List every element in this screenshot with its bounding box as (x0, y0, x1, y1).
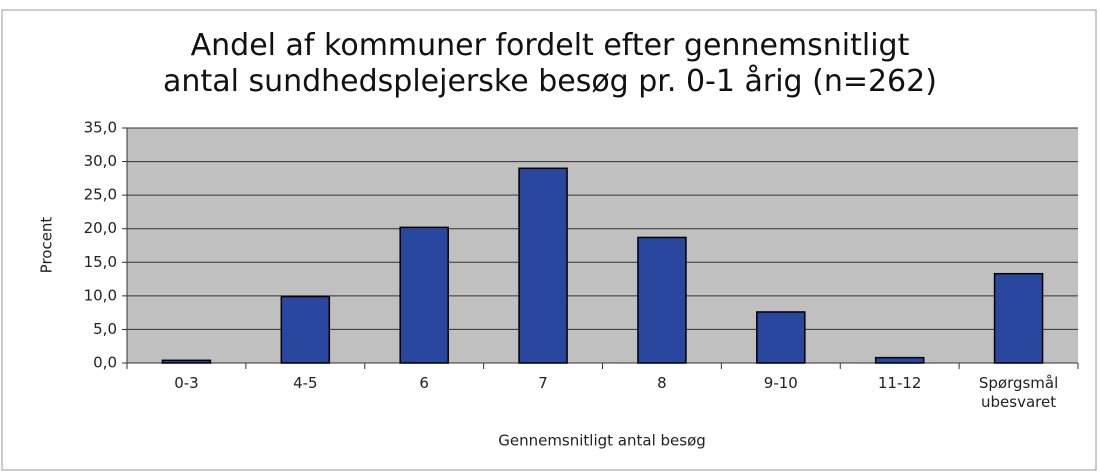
y-tick-label: 5,0 (93, 320, 117, 338)
y-tick-label: 0,0 (93, 354, 117, 372)
x-tick-label: 6 (419, 374, 429, 392)
bar (993, 272, 1044, 364)
bar (756, 311, 806, 364)
y-axis-title: Procent (38, 217, 56, 274)
title-box: Andel af kommuner fordelt efter gennemsn… (163, 28, 937, 99)
bar (280, 295, 331, 364)
bar (874, 356, 925, 364)
y-tick-label: 15,0 (84, 253, 117, 271)
x-tick-label: 8 (657, 374, 667, 392)
y-tick-label: 30,0 (84, 152, 117, 170)
y-tick-label: 25,0 (84, 186, 117, 204)
y-tick-label: 10,0 (84, 286, 117, 304)
bar (399, 226, 449, 364)
plot-area (127, 128, 1078, 363)
x-tick-label: 0-3 (174, 374, 199, 392)
x-tick-label: 4-5 (293, 374, 318, 392)
bar (637, 236, 687, 364)
x-tick-label: 11-12 (877, 374, 922, 392)
chart-title: Andel af kommuner fordelt efter gennemsn… (163, 28, 937, 99)
x-tick-label: 7 (538, 374, 548, 392)
x-axis-title: Gennemsnitligt antal besøg (498, 432, 706, 450)
y-tick-label: 20,0 (84, 219, 117, 237)
bar (518, 167, 568, 364)
bar (161, 359, 212, 364)
y-tick-label: 35,0 (84, 119, 117, 137)
x-tick-label: 9-10 (763, 374, 798, 392)
x-tick-label: Spørgsmål ubesvaret (978, 374, 1059, 411)
